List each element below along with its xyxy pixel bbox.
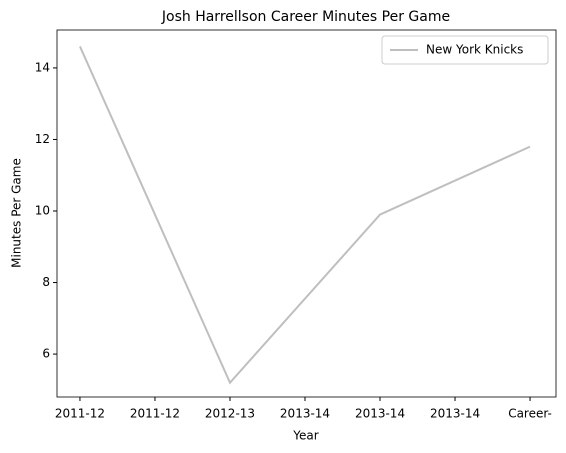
x-tick-label: 2013-14 [430, 407, 480, 421]
x-tick-label: 2013-14 [355, 407, 405, 421]
y-tick-label: 8 [42, 275, 50, 289]
x-tick-label: 2012-13 [205, 407, 255, 421]
y-tick-label: 14 [35, 60, 50, 74]
legend-box [381, 35, 549, 65]
x-tick-label: 2011-12 [55, 407, 105, 421]
x-axis-label: Year [292, 429, 318, 443]
y-tick-label: 12 [35, 132, 50, 146]
y-tick-label: 6 [42, 347, 50, 361]
y-tick-label: 10 [35, 203, 50, 217]
plot-frame [56, 29, 557, 398]
legend-label: New York Knicks [426, 43, 523, 57]
y-axis-label: Minutes Per Game [10, 158, 24, 268]
x-tick-label: 2011-12 [130, 407, 180, 421]
chart-title: Josh Harrellson Career Minutes Per Game [161, 9, 450, 25]
line-series [79, 46, 531, 385]
x-tick-label: Career- [508, 407, 552, 421]
x-tick-label: 2013-14 [280, 407, 330, 421]
